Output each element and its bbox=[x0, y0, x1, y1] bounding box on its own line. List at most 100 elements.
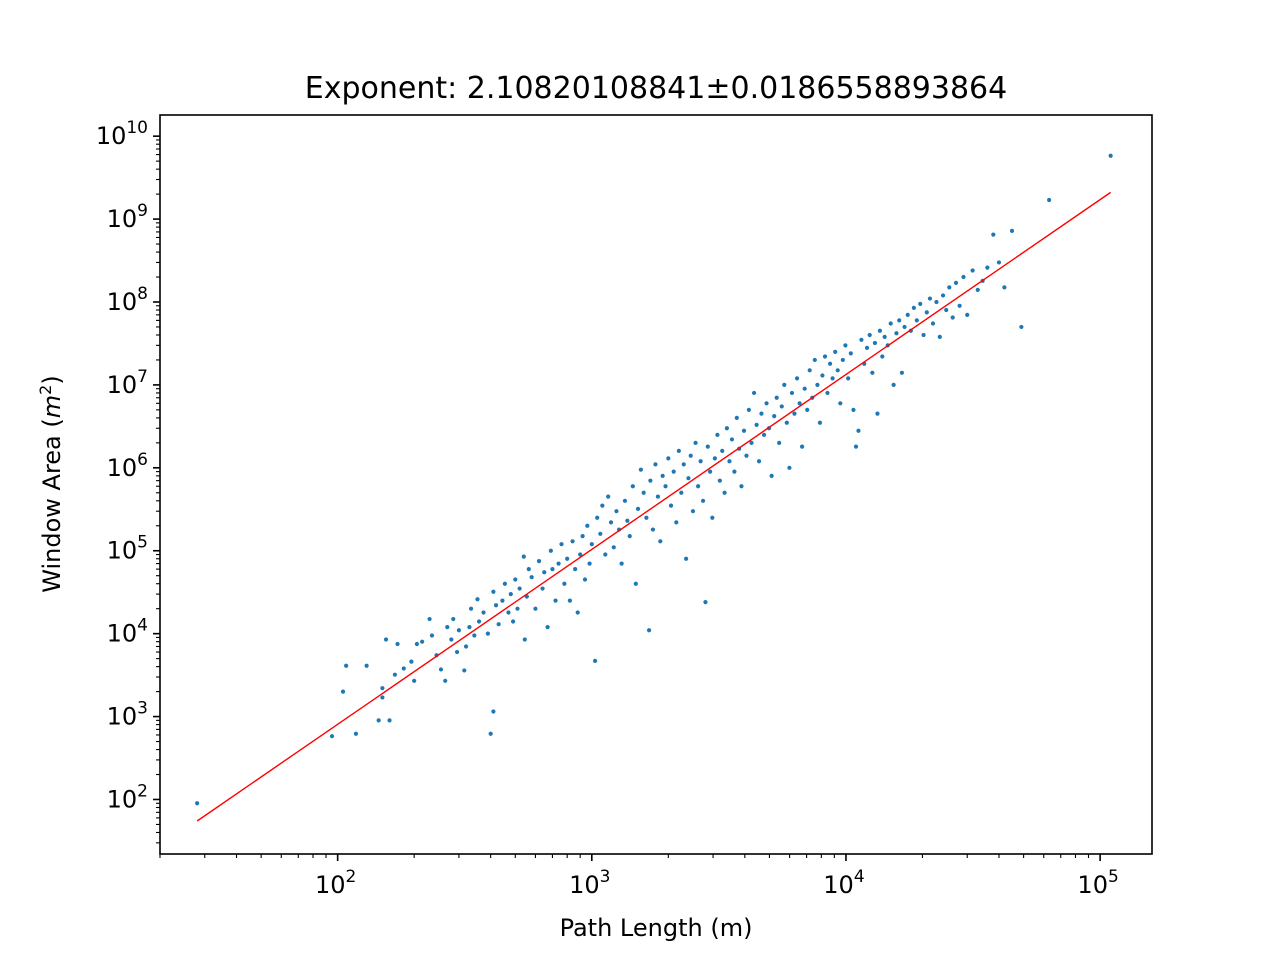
y-tick-label: 104 bbox=[107, 616, 148, 648]
data-point bbox=[851, 407, 856, 412]
data-point bbox=[598, 531, 603, 536]
data-point bbox=[513, 577, 518, 582]
y-tick-label: 103 bbox=[107, 699, 148, 731]
data-point bbox=[843, 343, 848, 348]
data-point bbox=[875, 411, 880, 416]
y-tick-label-exponent: 5 bbox=[137, 533, 148, 553]
data-point bbox=[859, 337, 864, 342]
data-point bbox=[905, 312, 910, 317]
x-tick-label-base: 10 bbox=[569, 871, 600, 899]
data-point bbox=[696, 484, 701, 489]
data-point bbox=[792, 411, 797, 416]
y-tick-label: 106 bbox=[107, 450, 148, 482]
data-point bbox=[918, 301, 923, 306]
data-point bbox=[445, 624, 450, 630]
data-point bbox=[1108, 153, 1113, 158]
data-point bbox=[587, 561, 592, 566]
x-tick-label-base: 10 bbox=[315, 871, 346, 899]
data-point bbox=[734, 415, 739, 420]
data-point bbox=[797, 401, 802, 406]
data-point bbox=[894, 331, 899, 336]
data-point bbox=[472, 633, 477, 638]
data-point bbox=[625, 518, 630, 523]
x-tick-label: 103 bbox=[569, 867, 610, 899]
data-point bbox=[515, 606, 520, 611]
data-point bbox=[589, 542, 594, 547]
data-point bbox=[476, 619, 482, 624]
data-point bbox=[882, 334, 887, 339]
y-axis-label-text: Window Area ( bbox=[38, 418, 66, 592]
data-point bbox=[991, 232, 996, 237]
data-point bbox=[633, 581, 638, 586]
data-point bbox=[383, 637, 389, 642]
data-point bbox=[467, 624, 472, 630]
data-point bbox=[522, 637, 527, 642]
data-point bbox=[376, 718, 381, 723]
data-point bbox=[529, 575, 534, 580]
data-point bbox=[608, 520, 614, 525]
data-point bbox=[533, 606, 538, 611]
y-tick-label-base: 10 bbox=[107, 454, 138, 482]
data-point bbox=[638, 467, 643, 472]
data-point bbox=[481, 610, 486, 615]
data-point bbox=[500, 598, 505, 603]
y-tick-label-exponent: 3 bbox=[137, 699, 148, 719]
data-point bbox=[698, 459, 703, 464]
x-axis-label: Path Length (m) bbox=[560, 914, 753, 942]
data-point bbox=[650, 527, 656, 532]
data-point bbox=[754, 422, 759, 427]
x-tick-label-exponent: 4 bbox=[854, 867, 865, 887]
data-point bbox=[812, 357, 817, 363]
data-point bbox=[727, 459, 732, 464]
data-point bbox=[1047, 197, 1052, 203]
data-point bbox=[820, 373, 825, 378]
y-tick-label-base: 10 bbox=[107, 537, 138, 565]
y-axis-label-close: ) bbox=[38, 375, 66, 384]
data-point bbox=[443, 678, 448, 683]
y-tick-label-exponent: 6 bbox=[137, 450, 148, 470]
data-point bbox=[688, 453, 693, 458]
data-point bbox=[846, 376, 851, 381]
y-tick-label: 109 bbox=[107, 201, 148, 233]
data-point bbox=[950, 315, 955, 320]
y-tick-label-base: 10 bbox=[107, 371, 138, 399]
data-point bbox=[937, 334, 942, 339]
data-point bbox=[739, 484, 744, 489]
y-tick-label: 107 bbox=[107, 367, 148, 399]
data-point bbox=[641, 490, 646, 495]
data-point bbox=[676, 448, 681, 453]
data-point bbox=[825, 390, 830, 396]
data-point bbox=[622, 498, 628, 503]
data-point bbox=[506, 610, 511, 615]
data-point bbox=[961, 274, 966, 280]
y-axis-label: Window Area (m2) bbox=[36, 375, 67, 592]
data-point bbox=[630, 484, 635, 489]
data-point bbox=[502, 581, 507, 586]
data-point bbox=[475, 597, 480, 602]
data-point bbox=[536, 558, 542, 564]
data-point bbox=[944, 307, 949, 313]
y-axis-label-superscript: 2 bbox=[36, 385, 55, 395]
data-point bbox=[521, 554, 526, 559]
y-axis-label-math: m bbox=[38, 395, 66, 418]
data-point bbox=[603, 552, 608, 557]
y-tick-label: 108 bbox=[107, 284, 148, 316]
data-point bbox=[690, 509, 696, 514]
chart-marks bbox=[195, 153, 1113, 822]
data-point bbox=[789, 390, 795, 396]
data-point bbox=[562, 581, 567, 586]
x-tick-label-exponent: 3 bbox=[600, 867, 611, 887]
data-point bbox=[329, 734, 335, 739]
data-point bbox=[782, 382, 787, 388]
data-point bbox=[668, 503, 674, 508]
data-point bbox=[545, 624, 550, 630]
data-point bbox=[924, 310, 929, 315]
data-point bbox=[344, 663, 349, 668]
y-tick-label-base: 10 bbox=[107, 205, 138, 233]
y-tick-label-exponent: 8 bbox=[137, 284, 148, 304]
data-point bbox=[412, 678, 417, 683]
data-point bbox=[508, 591, 513, 597]
data-point bbox=[606, 494, 611, 499]
data-point bbox=[794, 376, 800, 381]
